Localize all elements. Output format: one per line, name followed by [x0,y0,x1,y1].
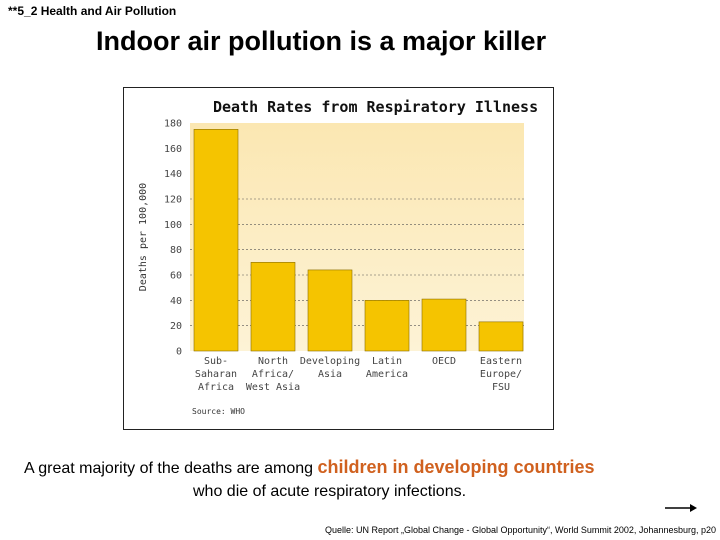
y-tick-label: 80 [170,245,182,256]
x-tick-label: Asia [318,369,342,380]
bar-chart: Death Rates from Respiratory Illness 0 20… [138,98,538,416]
y-tick-label: 0 [176,347,182,358]
x-tick-label: Eastern [480,356,522,367]
x-tick-label: West Asia [246,382,300,393]
caption-line-2: who die of acute respiratory infections. [193,483,467,500]
y-tick-label: 100 [164,220,182,231]
y-axis-ticks: 0 20 40 60 80 100 120 140 160 180 [164,119,182,358]
x-tick-label: America [366,369,408,380]
y-tick-label: 140 [164,169,182,180]
caption-line-1: A great majority of the deaths are among… [24,455,595,481]
caption-highlight: children in developing countries [317,457,595,477]
chart-source: Source: WHO [192,407,245,416]
x-axis-labels: Sub- Saharan Africa North Africa/West Asia De… [195,356,522,393]
bar [478,321,524,352]
y-tick-label: 20 [170,321,182,332]
chart-title: Death Rates from Respiratory Illness [213,98,538,116]
chart-figure: Death Rates from Respiratory Illness 0 20… [123,87,554,430]
caption-prefix: A great majority of the deaths are among [24,460,318,477]
y-tick-label: 40 [170,296,182,307]
x-tick-label: OECD [432,356,456,367]
next-arrow-icon[interactable] [664,502,698,514]
plot-area [190,123,524,351]
y-tick-label: 160 [164,144,182,155]
x-tick-label: Latin [372,356,402,367]
slide-title: Indoor air pollution is a major killer [96,26,547,56]
y-axis-label: Deaths per 100,000 [138,183,149,291]
y-tick-label: 180 [164,119,182,130]
footer-source: Quelle: UN Report „Global Change - Globa… [324,525,716,535]
x-tick-label: Africa [198,382,234,393]
bar [307,269,353,352]
y-tick-label: 60 [170,271,182,282]
x-tick-label: Developing [300,356,360,367]
bar [250,262,296,352]
x-tick-label: North [258,356,288,367]
bar [193,129,239,352]
slide-header-tag: **5_2 Health and Air Pollution [8,4,177,18]
x-tick-label: Sub- [204,356,228,367]
x-tick-label: Saharan [195,369,237,380]
x-tick-label: Africa/ [252,369,294,380]
bars [193,129,524,352]
bar [421,298,467,352]
y-tick-label: 120 [164,195,182,206]
bar [364,300,410,352]
x-tick-label: FSU [492,382,510,393]
x-tick-label: Europe/ [480,369,522,380]
